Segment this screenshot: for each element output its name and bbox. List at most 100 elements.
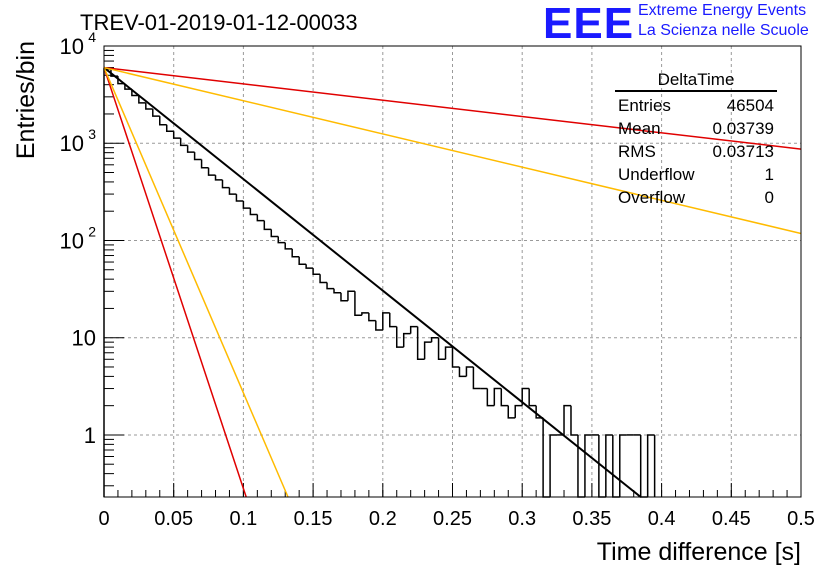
histogram-bin — [563, 404, 571, 435]
histogram-bin — [172, 131, 181, 139]
x-tick-label: 0.25 — [433, 508, 472, 530]
histogram-bin — [354, 291, 362, 317]
histogram-bin — [103, 68, 111, 497]
x-tick-label: 0.45 — [712, 508, 751, 530]
y-tick-label: 10 — [60, 131, 84, 156]
x-axis-label: Time difference [s] — [597, 538, 801, 566]
histogram-bin — [235, 194, 244, 202]
histogram-bin — [256, 214, 265, 222]
histogram-bin — [249, 208, 258, 216]
histogram-bin — [242, 200, 251, 209]
y-tick-label: 1 — [84, 423, 96, 448]
x-tick-label: 0.4 — [648, 508, 676, 530]
stats-value: 0.03713 — [712, 142, 774, 161]
histogram-bin — [430, 336, 439, 343]
stats-title: DeltaTime — [615, 70, 777, 92]
histogram-bin — [570, 405, 578, 436]
stats-value: 0.03739 — [712, 119, 774, 138]
histogram-bin — [612, 434, 620, 498]
histogram-bin — [500, 388, 509, 407]
histogram-bin — [319, 274, 328, 284]
stats-label: Underflow — [618, 165, 695, 184]
plot-frame — [103, 45, 802, 498]
histogram-bin — [423, 341, 432, 360]
histogram-bin — [507, 405, 516, 419]
histogram-bin — [312, 268, 321, 275]
histogram-bin — [646, 434, 655, 497]
line-yellow-lower — [103, 67, 289, 498]
histogram-bin — [409, 325, 418, 334]
histogram-bin — [472, 366, 481, 390]
histogram-bin — [605, 434, 613, 497]
histogram-bin — [131, 89, 139, 97]
histogram-bin — [138, 95, 146, 104]
x-tick-label: 0.05 — [154, 508, 193, 530]
x-tick-label: 0.15 — [294, 508, 333, 530]
histogram-bin — [458, 366, 467, 378]
histogram-bin — [465, 366, 474, 377]
histogram-bin — [186, 145, 195, 153]
x-tick-label: 0.5 — [787, 508, 815, 530]
histogram-bin — [639, 434, 648, 498]
histogram-bin — [193, 152, 202, 161]
histogram-bin — [298, 256, 307, 265]
histogram-bin — [493, 387, 502, 406]
histogram-bin — [444, 346, 453, 360]
y-tick-label: 10 — [72, 326, 96, 351]
histogram-bin — [326, 282, 335, 290]
histogram-bin — [389, 312, 397, 328]
x-tick-label: 0.3 — [508, 508, 536, 530]
histogram-bin — [521, 387, 530, 406]
histogram-bin — [340, 292, 348, 302]
histogram-bin — [284, 242, 293, 250]
histogram-bin — [152, 108, 160, 117]
stats-row-entries: Entries 46504 — [613, 94, 777, 117]
stats-label: Entries — [618, 96, 671, 115]
histogram-bin — [619, 434, 627, 497]
histogram-bin — [416, 326, 425, 361]
y-axis-label: Entries/bin — [12, 41, 40, 159]
histogram-bin — [382, 312, 390, 331]
y-tick-exponent: 3 — [88, 126, 96, 142]
histogram-bin — [207, 167, 216, 176]
histogram-bin — [165, 124, 174, 132]
histogram-bin — [486, 388, 495, 407]
y-tick-exponent: 2 — [88, 223, 96, 239]
y-tick-label: 10 — [60, 228, 84, 253]
histogram-bin — [402, 332, 411, 348]
histogram-bin — [437, 337, 446, 361]
line-red-upper — [103, 66, 802, 150]
stats-row-underflow: Underflow 1 — [613, 163, 777, 186]
histogram-bin — [214, 175, 223, 181]
histogram-bin — [577, 434, 585, 498]
line-yellow-upper — [103, 66, 802, 235]
chart-title: TREV-01-2019-01-12-00033 — [80, 10, 358, 35]
histogram-bin — [395, 326, 404, 348]
histogram-bin — [200, 159, 209, 169]
stats-label: RMS — [618, 142, 656, 161]
logo-line-1: Extreme Energy Events — [638, 2, 807, 19]
y-tick-exponent: 4 — [88, 29, 96, 45]
histogram-bin — [347, 290, 355, 301]
histogram-bin — [333, 288, 341, 294]
histogram-bin — [145, 102, 153, 110]
histogram-bin — [179, 138, 188, 147]
histogram-bin — [221, 179, 230, 189]
x-tick-label: 0.1 — [229, 508, 257, 530]
stats-label: Overflow — [618, 188, 686, 207]
histogram-bin — [270, 229, 279, 238]
histogram-bin — [277, 236, 286, 244]
stats-value: 1 — [764, 165, 774, 184]
histogram-bin — [368, 312, 376, 322]
stats-row-mean: Mean 0.03739 — [613, 117, 777, 140]
stats-box: DeltaTime Entries 46504 Mean 0.03739 RMS… — [613, 70, 777, 209]
histogram-bin — [514, 404, 523, 418]
histogram-bin — [528, 388, 537, 407]
x-tick-label: 0.35 — [572, 508, 611, 530]
histogram-bin — [542, 417, 551, 498]
histogram-bin — [549, 434, 558, 497]
y-tick-label: 10 — [60, 34, 84, 59]
stats-row-overflow: Overflow 0 — [613, 186, 777, 209]
line-fit — [103, 66, 642, 498]
